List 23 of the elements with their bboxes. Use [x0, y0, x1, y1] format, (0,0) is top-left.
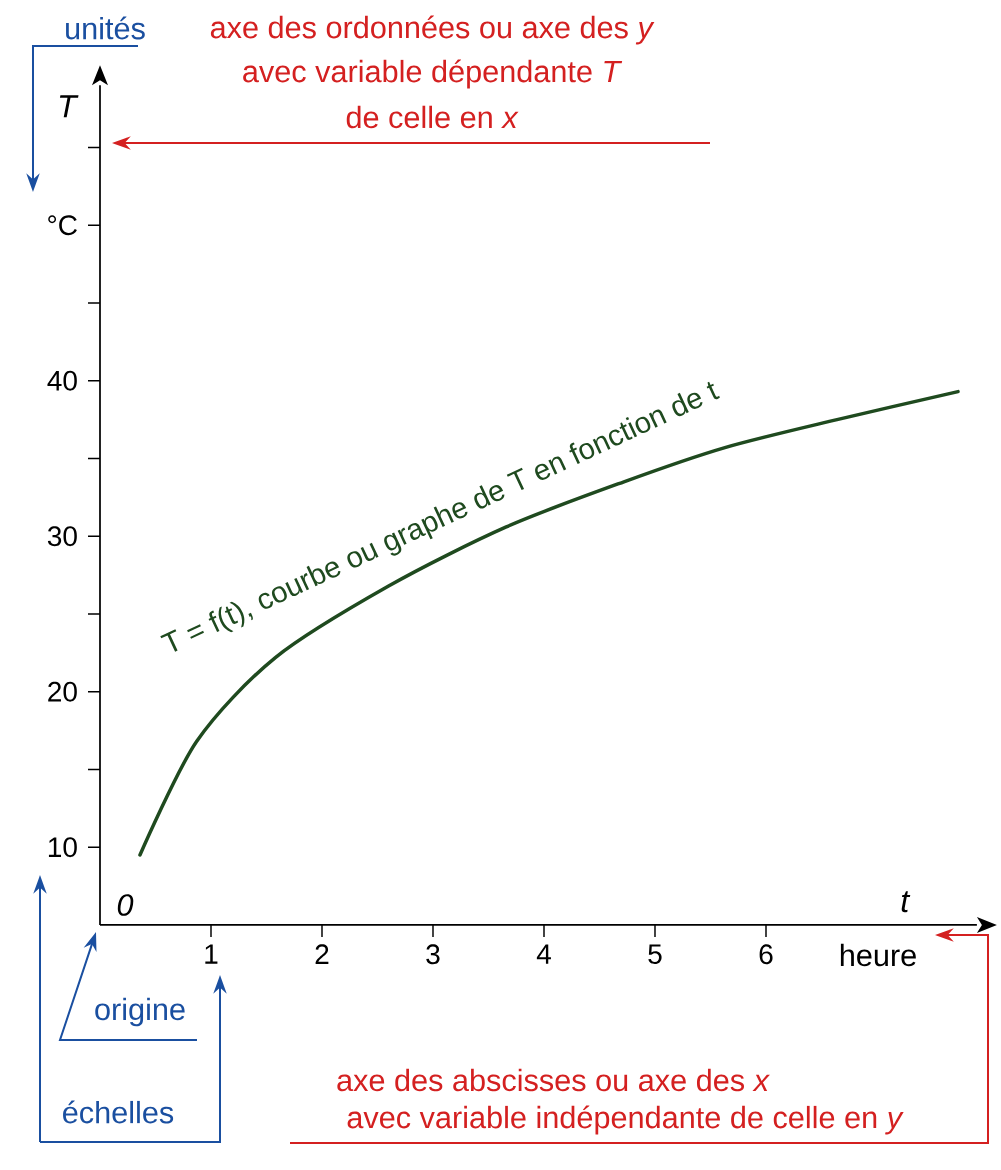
x-axis-title: t — [901, 891, 911, 913]
x-tick-label: 2 — [315, 944, 329, 964]
text: axe des abscisses ou axe des x — [337, 1068, 770, 1092]
annotation: avec variable dépendante T — [243, 59, 623, 89]
text: heure — [840, 943, 916, 967]
x-tick-label: 5 — [648, 944, 662, 964]
y-tick-label: 40 — [47, 370, 77, 391]
text: avec variable indépendante de celle en y — [347, 1105, 904, 1135]
x-tick-label: 3 — [426, 944, 440, 965]
y-tick-label: 20 — [48, 681, 77, 702]
y-tick-label: 10 — [48, 837, 77, 858]
text: origine — [95, 997, 185, 1027]
annotation: 0 — [117, 894, 134, 916]
x-tick-label: 1 — [205, 944, 218, 964]
text: axe des ordonnées ou axe des y — [210, 15, 655, 45]
text: unités — [66, 16, 145, 40]
y-axis-title: T — [59, 95, 79, 118]
x-tick-label: 4 — [536, 944, 551, 964]
y-tick-label: 30 — [47, 526, 77, 547]
text: échelles — [63, 1100, 174, 1124]
annotation: de celle en x — [346, 105, 519, 129]
x-tick-label: 6 — [759, 944, 773, 965]
y-tick-label: °C — [48, 215, 77, 236]
